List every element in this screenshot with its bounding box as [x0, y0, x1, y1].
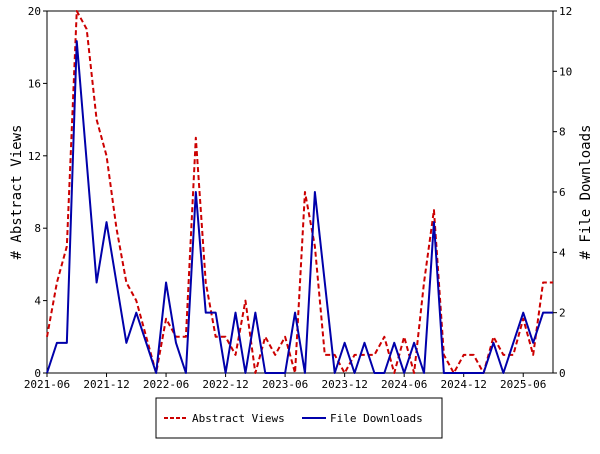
right-tick-label: 4 [559, 246, 566, 259]
legend-box [155, 397, 443, 439]
right-tick-label: 8 [559, 126, 566, 139]
legend: Abstract Views File Downloads [155, 397, 443, 439]
legend-label-abstract-views: Abstract Views [192, 412, 285, 425]
x-tick-label: 2024-12 [441, 378, 487, 391]
right-tick-label: 6 [559, 186, 566, 199]
right-axis-title: # File Downloads [578, 125, 594, 260]
x-tick-label: 2021-12 [83, 378, 129, 391]
left-tick-label: 16 [28, 77, 41, 90]
x-tick-label: 2023-06 [262, 378, 308, 391]
left-y-axis: 0 4 8 12 16 20 [28, 5, 47, 380]
x-tick-label: 2025-06 [500, 378, 546, 391]
x-axis: 2021-06 2021-12 2022-06 2022-12 2023-06 2023-… [24, 373, 546, 391]
left-tick-label: 0 [34, 367, 41, 380]
right-tick-label: 10 [559, 65, 572, 78]
x-tick-label: 2021-06 [24, 378, 70, 391]
series-line-file-downloads [46, 40, 553, 374]
left-axis-title: # Abstract Views [9, 125, 25, 260]
left-tick-label: 20 [28, 5, 41, 18]
right-tick-label: 2 [559, 307, 566, 320]
x-tick-label: 2024-06 [381, 378, 427, 391]
left-tick-label: 8 [34, 222, 41, 235]
right-y-axis: 0 2 4 6 8 10 12 [553, 5, 572, 380]
right-tick-label: 0 [559, 367, 566, 380]
series-layer [46, 10, 553, 374]
right-tick-label: 12 [559, 5, 572, 18]
left-tick-label: 4 [34, 295, 41, 308]
x-tick-label: 2023-12 [321, 378, 367, 391]
left-tick-label: 12 [28, 150, 41, 163]
series-line-abstract-views [46, 10, 553, 374]
legend-label-file-downloads: File Downloads [330, 412, 423, 425]
x-tick-label: 2022-12 [202, 378, 248, 391]
x-tick-label: 2022-06 [143, 378, 189, 391]
